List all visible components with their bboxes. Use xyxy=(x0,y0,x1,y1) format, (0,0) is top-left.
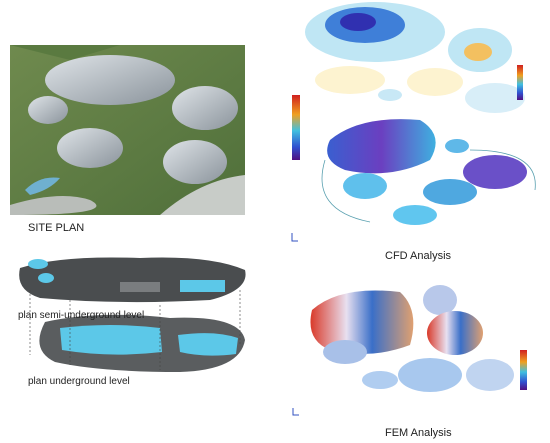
plan-image xyxy=(19,257,246,372)
site-plan-image xyxy=(10,45,245,215)
site-plan-label: SITE PLAN xyxy=(28,222,84,234)
cfd-3d-image xyxy=(291,119,536,242)
plan-level-label: plan underground level xyxy=(28,376,130,387)
fem-label: FEM Analysis xyxy=(385,427,452,439)
cfd-top-image xyxy=(292,2,525,160)
plan-level-label: plan semi-underground level xyxy=(18,310,144,321)
fem-image xyxy=(292,285,527,416)
cfd-label: CFD Analysis xyxy=(385,250,452,262)
